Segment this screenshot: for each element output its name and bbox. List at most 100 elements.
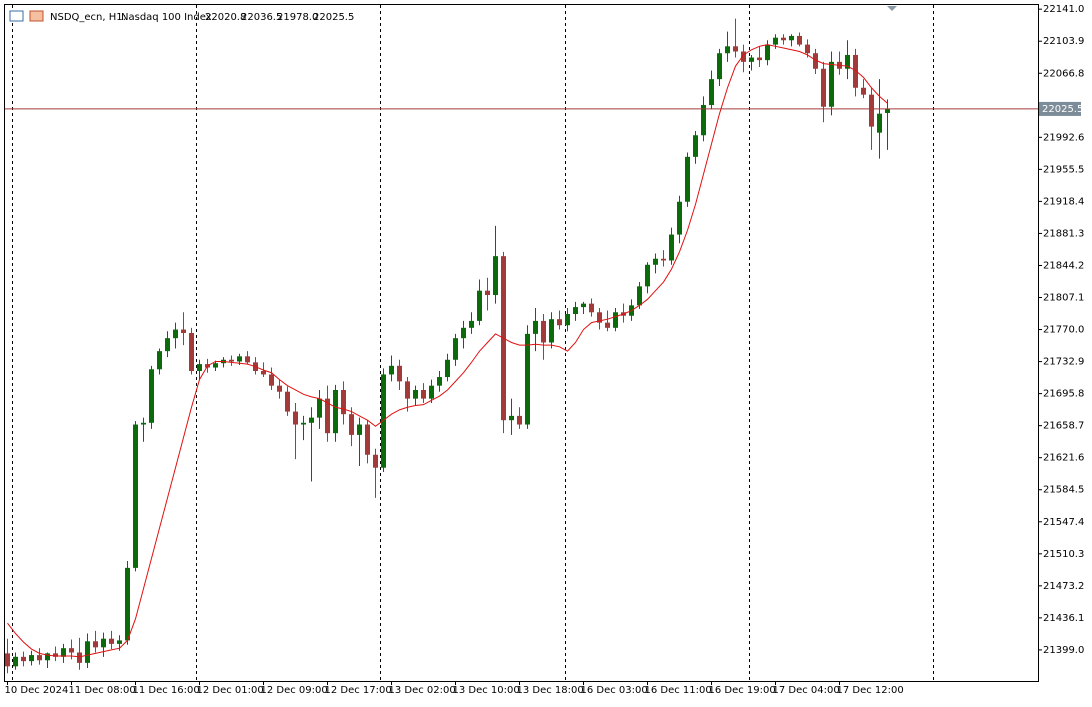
candle-body xyxy=(437,377,442,386)
candle-body xyxy=(213,363,218,368)
candle-body xyxy=(693,135,698,157)
candle-body xyxy=(613,312,618,328)
candle-body xyxy=(677,201,682,235)
candle-body xyxy=(757,57,762,61)
ohlc-high: 22036.5 xyxy=(241,12,282,23)
candle-body xyxy=(365,424,370,455)
candle-body xyxy=(701,105,706,136)
candle-body xyxy=(133,424,138,568)
x-tick-label: 17 Dec 12:00 xyxy=(837,685,904,696)
candle-body xyxy=(389,365,394,375)
y-tick-label: 21807.1 xyxy=(1043,293,1084,304)
candle-body xyxy=(429,385,434,399)
candle-body xyxy=(21,656,26,662)
candle-body xyxy=(405,381,410,399)
candle-body xyxy=(53,653,58,657)
y-tick-label: 21881.3 xyxy=(1043,228,1084,239)
candle-body xyxy=(573,307,578,315)
candle-body xyxy=(317,398,322,418)
candle-body xyxy=(349,414,354,435)
candle-body xyxy=(101,638,106,648)
y-tick-label: 21844.2 xyxy=(1043,260,1084,271)
candle-body xyxy=(637,286,642,306)
candle-body xyxy=(557,319,562,326)
x-tick-label: 11 Dec 16:00 xyxy=(133,685,200,696)
x-tick-label: 10 Dec 2024 xyxy=(5,685,69,696)
x-tick-label: 16 Dec 11:00 xyxy=(645,685,712,696)
moving-average xyxy=(7,44,888,658)
candle-body xyxy=(165,338,170,352)
y-tick-label: 21621.6 xyxy=(1043,453,1084,464)
candle-body xyxy=(285,391,290,412)
candle-body xyxy=(301,422,306,425)
candle-body xyxy=(373,454,378,468)
candle-body xyxy=(469,320,474,328)
x-tick-label: 13 Dec 02:00 xyxy=(389,685,456,696)
candle-body xyxy=(381,374,386,468)
candle-body xyxy=(781,37,786,41)
y-tick-label: 21658.7 xyxy=(1043,421,1084,432)
candle-body xyxy=(5,653,10,667)
candle-body xyxy=(277,385,282,392)
candle-body xyxy=(605,322,610,328)
candle-body xyxy=(597,312,602,323)
candle-body xyxy=(829,61,834,107)
candle-body xyxy=(845,54,850,69)
candle-body xyxy=(453,338,458,360)
candle-body xyxy=(293,411,298,425)
candle-body xyxy=(189,333,194,371)
candle-body xyxy=(517,415,522,425)
candle-body xyxy=(485,290,490,296)
candle-body xyxy=(669,234,674,261)
x-tick-label: 17 Dec 04:00 xyxy=(773,685,840,696)
chart-icon[interactable] xyxy=(29,10,44,22)
price-label-box xyxy=(1039,101,1081,116)
candle-body xyxy=(85,641,90,663)
menu-icon[interactable] xyxy=(9,10,24,22)
candle-body xyxy=(117,640,122,644)
candle-body xyxy=(565,314,570,326)
x-tick-label: 13 Dec 10:00 xyxy=(453,685,520,696)
candle-body xyxy=(309,417,314,423)
candle-body xyxy=(333,389,338,434)
candle-body xyxy=(773,37,778,45)
candle-body xyxy=(93,641,98,648)
candle-body xyxy=(461,327,466,339)
x-tick-label: 12 Dec 17:00 xyxy=(325,685,392,696)
candle-body xyxy=(653,258,658,265)
y-tick-label: 21955.5 xyxy=(1043,164,1084,175)
shift-marker xyxy=(887,6,897,11)
candle-body xyxy=(245,356,250,363)
candle-body xyxy=(341,389,346,415)
candle-body xyxy=(181,329,186,334)
candle-body xyxy=(237,356,242,362)
candle-body xyxy=(445,359,450,378)
y-tick-label: 21918.4 xyxy=(1043,196,1084,207)
candle-body xyxy=(645,264,650,287)
candle-body xyxy=(13,656,18,667)
y-tick-label: 21584.5 xyxy=(1043,485,1084,496)
candle-body xyxy=(853,54,858,88)
y-tick-label: 21695.8 xyxy=(1043,389,1084,400)
price-label: 22025.5 xyxy=(1042,104,1083,115)
candle-body xyxy=(749,57,754,62)
x-tick-label: 12 Dec 09:00 xyxy=(261,685,328,696)
candle-body xyxy=(149,369,154,423)
y-tick-label: 22141.0 xyxy=(1043,4,1084,15)
candle-body xyxy=(509,415,514,421)
x-tick-label: 12 Dec 01:00 xyxy=(197,685,264,696)
y-tick-label: 21473.2 xyxy=(1043,581,1084,592)
candle-body xyxy=(229,359,234,362)
y-tick-label: 21732.9 xyxy=(1043,357,1084,368)
candle-body xyxy=(685,156,690,202)
candle-body xyxy=(525,333,530,425)
x-tick-label: 13 Dec 18:00 xyxy=(517,685,584,696)
candle-body xyxy=(477,290,482,321)
candle-body xyxy=(821,68,826,107)
candle-body xyxy=(261,370,266,375)
candle-body xyxy=(141,422,146,425)
y-tick-label: 22103.9 xyxy=(1043,36,1084,47)
y-tick-label: 21992.6 xyxy=(1043,132,1084,143)
